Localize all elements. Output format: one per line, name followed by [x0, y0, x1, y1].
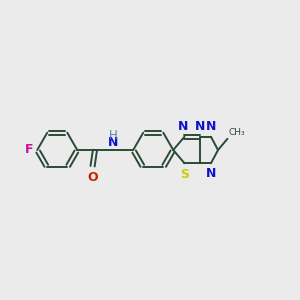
Text: N: N	[206, 120, 217, 133]
Text: N: N	[195, 120, 206, 133]
Text: F: F	[25, 143, 33, 157]
Text: CH₃: CH₃	[228, 128, 245, 137]
Text: O: O	[87, 171, 98, 184]
Text: N: N	[108, 136, 119, 148]
Text: S: S	[180, 168, 189, 181]
Text: H: H	[109, 129, 118, 142]
Text: N: N	[206, 167, 217, 180]
Text: N: N	[178, 120, 188, 133]
